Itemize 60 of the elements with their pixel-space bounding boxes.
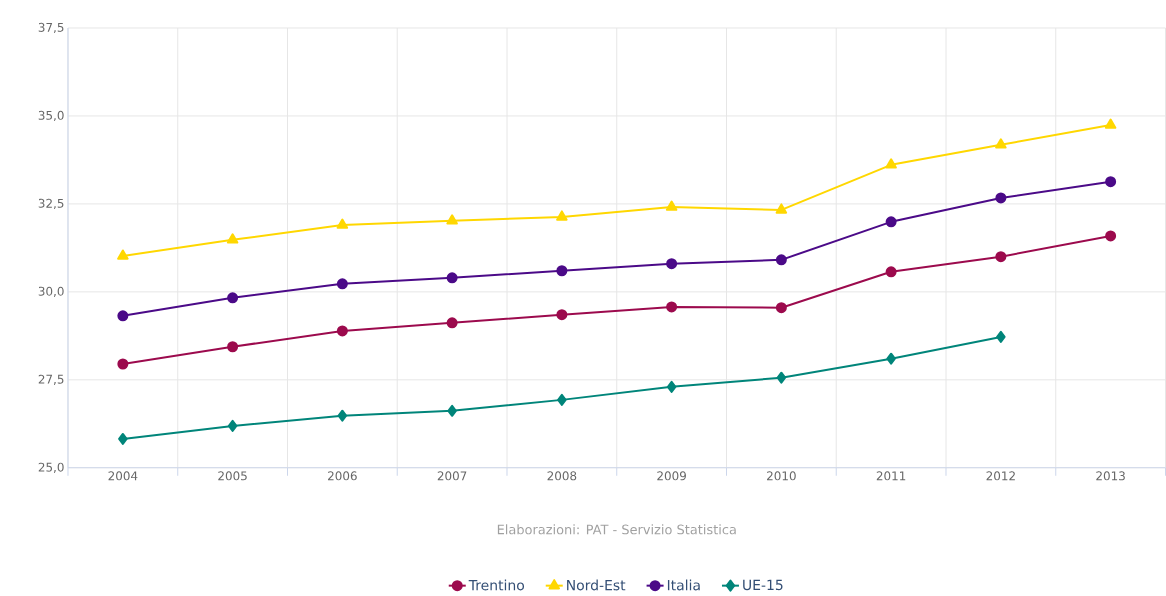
- point: [336, 278, 348, 290]
- text: Elaborazioni: PAT - Servizio Statistica: [497, 524, 736, 535]
- point: [446, 272, 458, 284]
- x-tick-label: 2005: [218, 471, 247, 481]
- x-tick-label: 2008: [547, 471, 577, 481]
- point: [885, 158, 897, 169]
- point: [226, 233, 239, 244]
- x-tick-label: 2011: [876, 471, 906, 481]
- y-tick-label: 32,5: [38, 198, 64, 210]
- point: [336, 325, 348, 337]
- point: [556, 309, 568, 321]
- point: [995, 251, 1007, 263]
- point: [446, 317, 458, 329]
- point: [556, 210, 568, 221]
- point: [227, 420, 238, 433]
- point: [557, 394, 567, 407]
- y-tick-label: 30,0: [38, 286, 64, 298]
- point: [996, 331, 1006, 344]
- legend-label: UE-15: [743, 579, 783, 591]
- point: [336, 218, 349, 229]
- point: [885, 216, 897, 228]
- point: [995, 192, 1007, 204]
- point: [775, 302, 787, 314]
- point: [775, 254, 787, 266]
- point: [117, 358, 129, 370]
- point: [1105, 176, 1117, 188]
- x-tick-label: 2012: [986, 471, 1015, 481]
- x-tick-label: 2007: [437, 471, 467, 481]
- point: [227, 341, 239, 353]
- point: [337, 409, 348, 422]
- point: [117, 310, 129, 322]
- point: [556, 265, 568, 277]
- x-tick-label: 2006: [328, 471, 357, 481]
- point: [118, 433, 128, 446]
- legend-label: Italia: [667, 579, 700, 591]
- x-tick-label: 2013: [1096, 471, 1125, 481]
- point: [446, 214, 458, 225]
- point: [666, 381, 677, 393]
- point: [666, 258, 678, 270]
- point: [1104, 118, 1117, 129]
- x-tick-label: 2009: [657, 471, 686, 481]
- legend-label: Trentino: [468, 579, 525, 591]
- y-tick-label: 35,0: [38, 110, 64, 122]
- point: [227, 292, 239, 304]
- point: [665, 200, 678, 211]
- point: [775, 203, 788, 214]
- point: [995, 138, 1007, 149]
- point: [885, 266, 897, 278]
- x-tick-label: 2004: [108, 471, 138, 481]
- point: [447, 404, 457, 417]
- point: [117, 249, 129, 260]
- y-tick-label: 27,5: [38, 374, 64, 386]
- legend-label: Nord-Est: [567, 579, 626, 591]
- x-tick-label: 2010: [767, 471, 796, 481]
- point: [666, 301, 678, 313]
- point: [1105, 230, 1117, 242]
- point: [776, 371, 787, 384]
- point: [886, 352, 896, 365]
- y-tick-label: 37,5: [38, 22, 64, 34]
- y-tick-label: 25,0: [38, 462, 64, 474]
